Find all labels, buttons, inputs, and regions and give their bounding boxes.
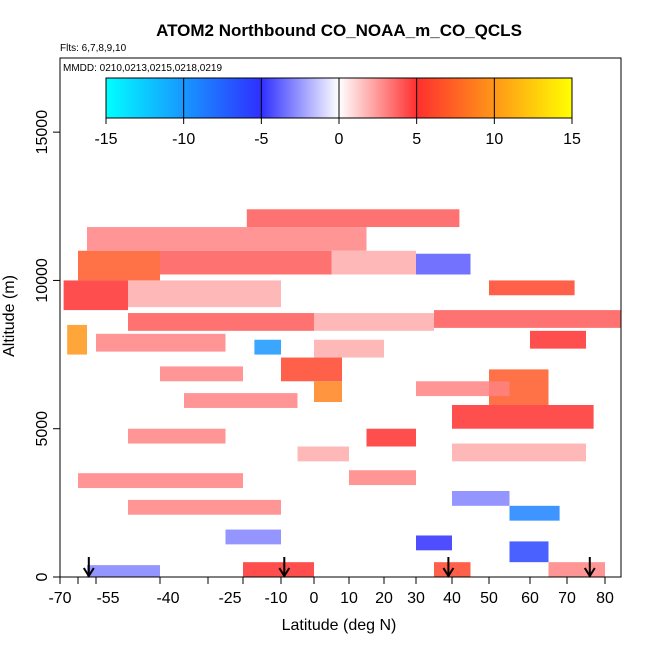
heatmap-cell (243, 562, 314, 577)
x-tick-label: 40 (443, 590, 461, 607)
heatmap-cell (78, 473, 243, 489)
x-tick-label: 30 (407, 590, 425, 607)
profile-arrow-head (583, 567, 596, 578)
y-tick-label: 15000 (34, 110, 51, 155)
heatmap-cell (314, 339, 384, 358)
heatmap-cell (548, 562, 605, 577)
heatmap-cell (314, 381, 342, 403)
heatmap-cell (184, 393, 298, 408)
colorbar-tick-label: -15 (94, 131, 117, 148)
x-tick-label: -10 (264, 590, 287, 607)
colorbar-tick-label: -10 (172, 131, 195, 148)
x-tick-label: 20 (375, 590, 393, 607)
heatmap-cell (246, 209, 460, 228)
heatmap-cell (225, 529, 281, 545)
y-axis: 0 5000 10000 15000 (34, 110, 60, 581)
x-tick-label: 70 (558, 590, 576, 607)
heatmap-cell (416, 253, 471, 275)
colorbar-tick-label: 5 (412, 131, 421, 148)
heatmap-cell (160, 250, 332, 275)
heatmap-cells (63, 209, 621, 577)
heatmap-cell (254, 339, 281, 355)
x-tick-label: 80 (596, 590, 614, 607)
x-tick-label: -55 (96, 590, 119, 607)
colorbar-tick-label: 10 (485, 131, 503, 148)
plot-frame (59, 57, 622, 578)
heatmap-cell (416, 535, 452, 551)
heatmap-cell (452, 404, 594, 429)
heatmap-cell (281, 357, 342, 382)
heatmap-cell (452, 490, 510, 506)
heatmap-cell (349, 470, 416, 486)
heatmap-cell (128, 499, 281, 515)
x-tick-label: 0 (310, 590, 319, 607)
heatmap-cell (297, 446, 349, 462)
dates-label: MMDD: 0210,0213,0215,0218,0219 (63, 63, 222, 74)
x-axis: -70 -55 -40 -25 -10 0 10 20 30 40 50 60 70 80 (48, 577, 614, 607)
heatmap-cell (160, 366, 243, 382)
heatmap-cell (452, 443, 586, 462)
profile-arrow-head (442, 567, 455, 578)
heatmap-cell (67, 324, 87, 355)
profile-arrow-head (82, 567, 95, 578)
x-tick-label: -25 (218, 590, 241, 607)
heatmap-cell (78, 250, 160, 281)
colorbar-tick-label: 0 (335, 131, 344, 148)
profile-arrow-head (278, 567, 291, 578)
x-tick-label: -70 (48, 590, 71, 607)
heatmap-cell (509, 541, 549, 563)
flights-label: Flts: 6,7,8,9,10 (60, 43, 127, 54)
chart-title: ATOM2 Northbound CO_NOAA_m_CO_QCLS (156, 21, 522, 40)
x-tick-label: 50 (480, 590, 498, 607)
x-tick-label: -40 (156, 590, 179, 607)
y-tick-label: 5000 (34, 411, 51, 447)
heatmap-cell (434, 310, 621, 328)
y-tick-label: 10000 (34, 258, 51, 303)
heatmap-cell (489, 280, 575, 296)
heatmap-cell (314, 313, 434, 331)
heatmap-cell (87, 227, 367, 251)
y-tick-label: 0 (34, 572, 51, 581)
heatmap-cell (366, 428, 416, 447)
colorbar-tick-label: -5 (254, 131, 268, 148)
x-axis-label: Latitude (deg N) (282, 617, 397, 634)
heatmap-cell (128, 280, 281, 308)
heatmap-cell (87, 565, 160, 577)
colorbar-tick-label: 15 (563, 131, 581, 148)
heatmap-cell (63, 280, 128, 311)
x-tick-label: 10 (340, 590, 358, 607)
profile-markers (82, 557, 596, 578)
heatmap-cell (509, 505, 560, 521)
x-tick-label: 60 (521, 590, 539, 607)
heatmap-cell (331, 250, 416, 275)
heatmap-cell (128, 313, 314, 331)
heatmap-cell (416, 381, 510, 397)
heatmap-cell (128, 428, 226, 444)
heatmap-cell (96, 333, 226, 352)
heatmap-cell (530, 330, 586, 349)
colorbar: -15 -10 -5 0 5 10 15 (94, 77, 581, 148)
y-axis-label: Altitude (m) (1, 275, 18, 357)
